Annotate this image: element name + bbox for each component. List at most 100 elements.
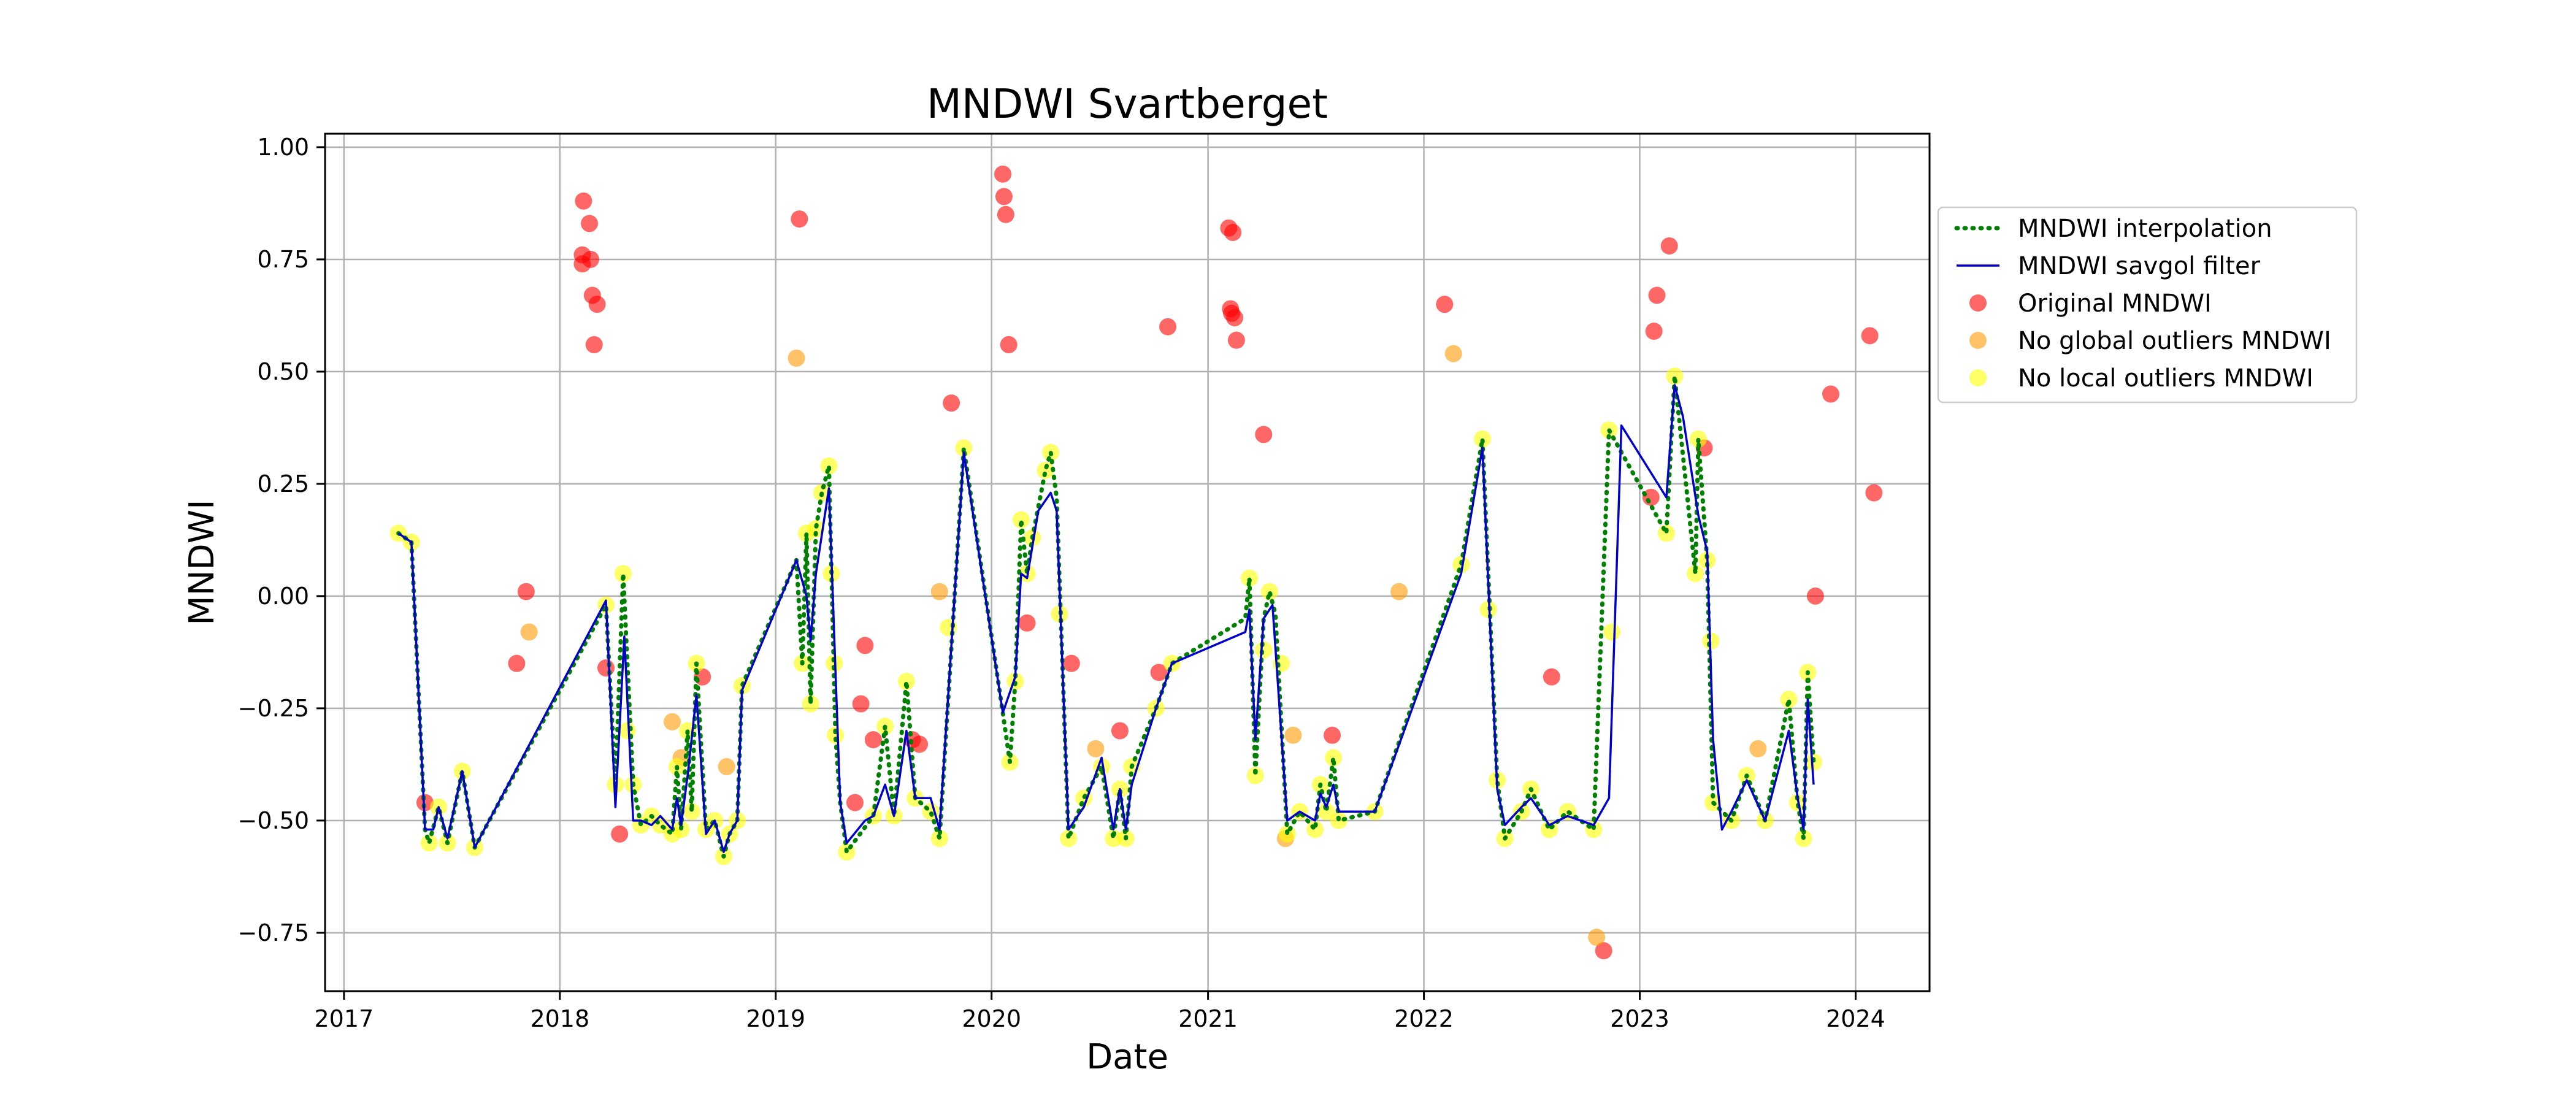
x-axis-label: Date <box>1086 1037 1168 1077</box>
original-point <box>1595 942 1612 960</box>
original-point <box>1645 323 1663 340</box>
x-tick-label: 2024 <box>1826 1005 1885 1032</box>
legend-local-point-swatch <box>1969 369 1987 386</box>
chart-title: MNDWI Svartberget <box>927 80 1328 128</box>
local-point <box>1105 830 1122 848</box>
plot-frame <box>324 132 1931 992</box>
original-point <box>588 296 606 313</box>
original-point <box>1436 296 1454 313</box>
original-point <box>581 250 599 268</box>
y-tick-label: −0.25 <box>238 695 309 722</box>
original-point <box>585 336 603 354</box>
local-point <box>1012 511 1030 529</box>
local-point <box>1255 641 1273 659</box>
original-point <box>1865 484 1883 502</box>
original-point <box>1159 318 1177 335</box>
original-point <box>1806 587 1824 605</box>
x-axis: 2017 2018 2019 2020 2021 2022 2023 2024 <box>314 991 1885 1032</box>
legend-label: Original MNDWI <box>2018 289 2212 318</box>
grid-lines <box>325 134 1930 991</box>
original-point <box>575 192 592 210</box>
y-axis-label: MNDWI <box>182 499 222 625</box>
plot-area <box>389 165 1883 960</box>
legend-label: No local outliers MNDWI <box>2018 364 2313 393</box>
original-point <box>864 731 882 749</box>
savgol-line <box>397 384 1815 853</box>
original-point <box>1861 327 1879 345</box>
local-point <box>614 565 632 583</box>
original-point <box>1822 385 1839 403</box>
x-tick-label: 2017 <box>314 1005 374 1032</box>
local-point <box>1666 367 1684 385</box>
legend-label: MNDWI interpolation <box>2018 215 2272 243</box>
original-point <box>611 825 629 843</box>
original-point <box>1226 309 1244 327</box>
legend-global-point-swatch <box>1969 332 1987 349</box>
legend-label: No global outliers MNDWI <box>2018 327 2331 355</box>
original-point <box>995 188 1013 205</box>
y-tick-label: 0.50 <box>257 358 309 385</box>
interpolation-line <box>396 374 1816 859</box>
original-point <box>943 394 960 412</box>
original-point <box>846 794 864 811</box>
local-point <box>1780 691 1798 708</box>
original-point <box>581 215 599 232</box>
original-point <box>791 210 808 228</box>
y-tick-label: 0.25 <box>257 470 309 497</box>
original-point <box>1543 668 1560 686</box>
local-point <box>1246 767 1264 784</box>
y-axis: 1.00 0.75 0.50 0.25 0.00 −0.25 −0.50 −0.75 <box>238 134 325 946</box>
global-point <box>1749 740 1767 757</box>
local-point <box>1037 461 1054 479</box>
global-point <box>1444 345 1462 362</box>
original-point <box>1648 286 1666 304</box>
original-point <box>1255 426 1273 443</box>
original-point <box>1018 614 1036 632</box>
y-tick-label: −0.50 <box>238 807 309 834</box>
original-point <box>597 659 615 677</box>
original-point <box>1224 224 1242 242</box>
original-point <box>911 735 929 753</box>
global-point <box>718 758 735 776</box>
local-point <box>827 726 845 744</box>
local-point <box>1306 821 1324 838</box>
original-point <box>1660 237 1678 255</box>
x-tick-label: 2022 <box>1394 1005 1454 1032</box>
x-tick-label: 2018 <box>530 1005 589 1032</box>
original-point <box>852 695 870 713</box>
original-point <box>994 165 1012 183</box>
local-point <box>1317 803 1335 821</box>
local-point <box>618 722 636 740</box>
local-point <box>897 672 915 690</box>
global-point <box>1390 583 1408 600</box>
original-point <box>508 654 526 672</box>
local-point <box>1603 623 1621 641</box>
global-point <box>664 713 681 730</box>
y-tick-label: 1.00 <box>257 134 309 161</box>
x-tick-label: 2023 <box>1610 1005 1669 1032</box>
x-tick-label: 2019 <box>746 1005 805 1032</box>
original-point <box>856 637 874 654</box>
original-point <box>416 794 434 811</box>
legend-frame <box>1937 206 2358 404</box>
x-tick-label: 2020 <box>962 1005 1021 1032</box>
legend-label: MNDWI savgol filter <box>2018 252 2261 280</box>
original-point <box>1150 664 1168 681</box>
global-point <box>1087 740 1105 757</box>
legend: MNDWI interpolation MNDWI savgol filter Or… <box>1937 206 2358 404</box>
original-point <box>1111 722 1129 740</box>
original-point <box>1227 331 1245 349</box>
global-point <box>1284 726 1302 744</box>
global-point <box>930 583 948 600</box>
global-point <box>520 623 538 641</box>
global-point <box>788 349 805 367</box>
x-tick-label: 2021 <box>1178 1005 1238 1032</box>
y-tick-label: −0.75 <box>238 919 309 946</box>
legend-original-point-swatch <box>1969 294 1987 312</box>
original-point <box>1062 654 1080 672</box>
local-point <box>807 520 825 538</box>
y-tick-label: 0.00 <box>257 583 309 610</box>
y-tick-label: 0.75 <box>257 246 309 273</box>
